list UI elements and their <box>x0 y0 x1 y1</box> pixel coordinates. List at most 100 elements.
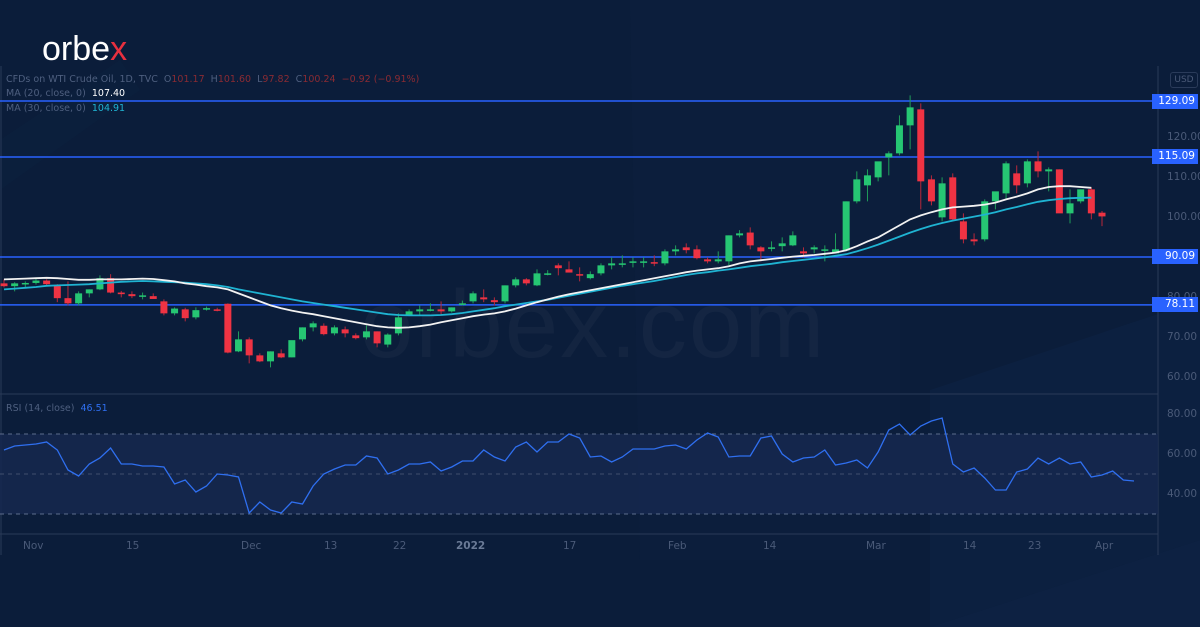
candle <box>277 353 285 358</box>
candle <box>32 280 40 283</box>
candle <box>608 263 616 266</box>
candle <box>672 249 680 252</box>
rsi-line <box>3 417 1135 515</box>
candle <box>320 325 328 335</box>
candle <box>53 285 61 299</box>
level-label-78[interactable]: 78.11 <box>1152 297 1198 312</box>
candle <box>181 309 189 319</box>
level-label-90[interactable]: 90.09 <box>1152 249 1198 264</box>
symbol-legend: CFDs on WTI Crude Oil, 1D, TVC O101.17 H… <box>6 74 420 85</box>
rsi-tick: 60.00 <box>1167 448 1198 460</box>
candle <box>821 249 829 251</box>
candle <box>533 273 541 286</box>
candle <box>959 221 967 240</box>
rsi-tick: 80.00 <box>1167 408 1198 420</box>
candle <box>341 329 349 334</box>
candle <box>650 262 658 264</box>
candle <box>991 191 999 202</box>
candle <box>1002 163 1010 194</box>
candle <box>842 201 850 251</box>
candle <box>107 278 115 293</box>
time-tick: 15 <box>126 540 140 552</box>
candle <box>458 303 466 305</box>
candle <box>1077 189 1085 202</box>
candle <box>256 355 264 362</box>
ma30-value: 104.91 <box>91 103 126 114</box>
candle <box>1098 212 1106 217</box>
level-label-115[interactable]: 115.09 <box>1152 149 1198 164</box>
candle <box>874 161 882 178</box>
candle <box>522 279 530 284</box>
candle <box>981 201 989 240</box>
rsi-legend[interactable]: RSI (14, close) 46.51 <box>6 403 108 414</box>
close-value: 100.24 <box>302 74 336 85</box>
rsi-tick: 40.00 <box>1167 488 1198 500</box>
candle <box>139 295 147 297</box>
candle <box>235 339 243 352</box>
candle <box>192 310 200 318</box>
price-tick: 120.00 <box>1167 131 1200 143</box>
candle <box>736 233 744 236</box>
ma30-legend[interactable]: MA (30, close, 0) 104.91 <box>6 103 126 114</box>
candle <box>373 331 381 344</box>
candle <box>597 265 605 274</box>
candle <box>576 274 584 276</box>
time-tick: Dec <box>241 540 262 552</box>
candle <box>480 297 488 300</box>
candle <box>917 109 925 182</box>
candle <box>384 334 392 345</box>
low-value: 97.82 <box>262 74 290 85</box>
candle <box>906 107 914 126</box>
candle <box>362 331 370 338</box>
price-tick: 100.00 <box>1167 211 1200 223</box>
candle <box>746 232 754 246</box>
candle <box>554 265 562 269</box>
candle <box>714 259 722 262</box>
time-tick: 14 <box>763 540 777 552</box>
candle <box>501 285 509 302</box>
candle <box>426 309 434 311</box>
time-tick: 14 <box>963 540 977 552</box>
candle <box>75 293 83 304</box>
level-label-129[interactable]: 129.09 <box>1152 94 1198 109</box>
time-tick: 13 <box>324 540 338 552</box>
candle <box>224 303 232 353</box>
candle <box>629 261 637 263</box>
candle <box>1023 161 1031 184</box>
candle <box>1055 169 1063 214</box>
high-value: 101.60 <box>217 74 252 85</box>
time-tick: Mar <box>866 540 886 552</box>
time-tick: 17 <box>563 540 577 552</box>
currency-button[interactable]: USD <box>1170 72 1198 88</box>
candle <box>640 261 648 263</box>
change-value: −0.92 (−0.91%) <box>341 74 420 85</box>
candle <box>704 259 712 262</box>
time-tick: 22 <box>393 540 407 552</box>
candle <box>128 294 136 297</box>
candle <box>405 311 413 316</box>
ma20-legend[interactable]: MA (20, close, 0) 107.40 <box>6 88 126 99</box>
candle <box>117 292 125 295</box>
candle <box>416 309 424 312</box>
candle <box>64 298 72 304</box>
candle <box>512 279 520 286</box>
time-tick-year: 2022 <box>456 540 486 552</box>
candle <box>1013 173 1021 186</box>
time-tick: Nov <box>23 540 44 552</box>
candle <box>469 293 477 302</box>
candle <box>203 308 211 310</box>
candle <box>437 309 445 312</box>
candle <box>160 301 168 314</box>
candle <box>938 183 946 218</box>
candle <box>768 247 776 249</box>
candle <box>330 327 338 334</box>
candle <box>352 335 360 339</box>
candle <box>565 269 573 273</box>
candle <box>21 282 29 285</box>
candle <box>725 235 733 262</box>
ma20-line <box>3 185 1092 329</box>
orbex-logo: orbex <box>42 30 128 68</box>
candle <box>800 251 808 254</box>
candle <box>85 289 93 294</box>
